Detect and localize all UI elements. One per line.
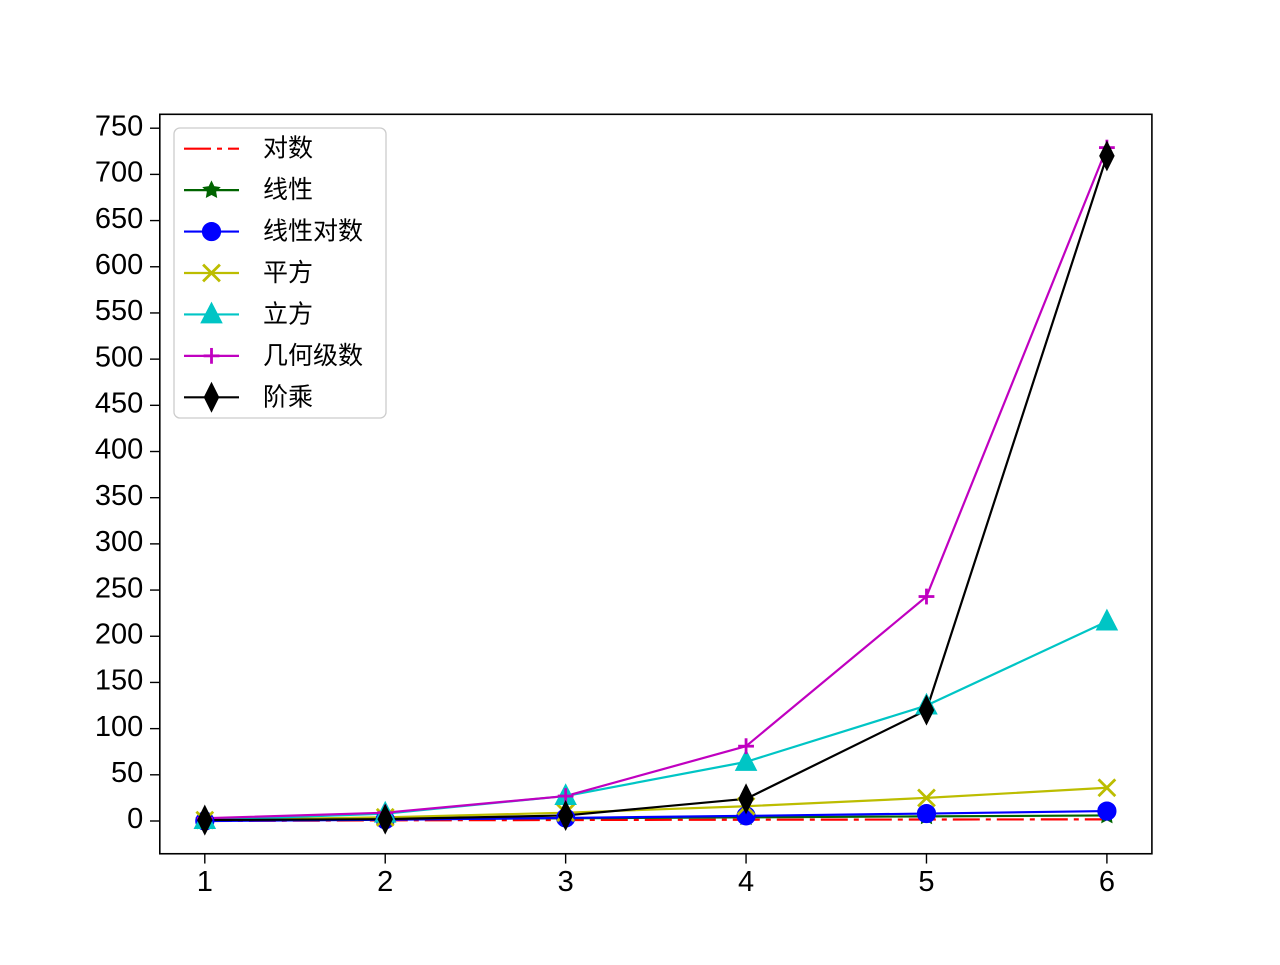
svg-text:150: 150 xyxy=(95,665,143,697)
svg-text:5: 5 xyxy=(918,866,934,898)
svg-text:阶乘: 阶乘 xyxy=(263,383,313,411)
svg-text:2: 2 xyxy=(377,866,393,898)
svg-text:300: 300 xyxy=(95,526,143,558)
svg-text:350: 350 xyxy=(95,480,143,512)
svg-text:6: 6 xyxy=(1099,866,1115,898)
svg-text:线性对数: 线性对数 xyxy=(263,218,363,246)
svg-text:200: 200 xyxy=(95,618,143,650)
svg-text:0: 0 xyxy=(127,803,143,835)
svg-text:700: 700 xyxy=(95,157,143,189)
svg-text:几何级数: 几何级数 xyxy=(263,342,363,370)
svg-text:400: 400 xyxy=(95,434,143,466)
svg-text:1: 1 xyxy=(197,866,213,898)
svg-text:250: 250 xyxy=(95,572,143,604)
svg-text:4: 4 xyxy=(738,866,754,898)
svg-text:线性: 线性 xyxy=(263,176,313,204)
svg-text:550: 550 xyxy=(95,295,143,327)
svg-text:50: 50 xyxy=(111,757,143,789)
svg-text:对数: 对数 xyxy=(263,135,313,163)
svg-text:750: 750 xyxy=(95,110,143,142)
svg-text:平方: 平方 xyxy=(263,259,313,287)
svg-text:3: 3 xyxy=(558,866,574,898)
svg-text:650: 650 xyxy=(95,203,143,235)
svg-text:立方: 立方 xyxy=(263,300,313,328)
svg-text:500: 500 xyxy=(95,341,143,373)
svg-text:600: 600 xyxy=(95,249,143,281)
svg-text:450: 450 xyxy=(95,388,143,420)
svg-text:100: 100 xyxy=(95,711,143,743)
